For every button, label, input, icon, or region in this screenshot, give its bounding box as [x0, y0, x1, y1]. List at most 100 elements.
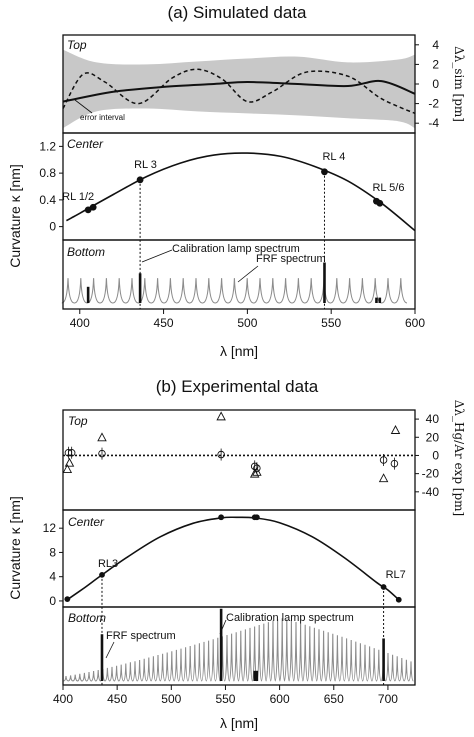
x-tick-label: 700 — [378, 692, 398, 706]
x-tick-label: 650 — [324, 692, 344, 706]
y-tick-label: -20 — [422, 467, 440, 481]
y-tick-label: 0 — [49, 594, 56, 608]
error-interval-label: error interval — [80, 113, 125, 122]
y-tick-label: 0.8 — [39, 166, 56, 180]
frf-pointer-b — [105, 641, 115, 659]
x-tick-label: 550 — [215, 692, 235, 706]
frf-spectrum-line — [63, 618, 414, 682]
circle-marker — [390, 459, 399, 468]
y-tick-label: -4 — [428, 116, 439, 130]
y-tick-label: 4 — [432, 38, 439, 52]
calibration-pointer-b — [219, 619, 227, 635]
y-tick-label: 40 — [426, 412, 440, 426]
x-tick-label: 450 — [154, 316, 174, 330]
chart-a-right-ylabel: Δλ_sim [pm] — [452, 46, 466, 122]
chart-a-bottom-panel: Bottom Calibration lamp spectrum FRF spe… — [61, 239, 416, 310]
chart-b-xlabel: λ [nm] — [220, 715, 258, 731]
x-tick-label: 600 — [270, 692, 290, 706]
circle-marker — [250, 462, 259, 471]
x-tick-label: 550 — [321, 316, 341, 330]
curve-dashed — [62, 68, 416, 115]
circle-marker — [67, 448, 76, 457]
triangle-marker — [62, 464, 73, 474]
chart-b-bottom-panel: Bottom FRF spectrum Calibration lamp spe… — [62, 606, 416, 686]
point-label: RL7 — [386, 569, 406, 581]
chart-b-ylabel: Curvature κ [nm] — [7, 496, 23, 599]
curvature-curve — [66, 152, 416, 232]
y-tick-label: 0.4 — [39, 193, 56, 207]
y-tick-label: 12 — [43, 521, 57, 535]
chart-b-center-panel: RL3 RL7 Center 0 4 8 12 — [43, 509, 416, 685]
panel-frame-bottom-a — [62, 239, 416, 310]
chart-a-ylabel: Curvature κ [nm] — [7, 164, 23, 267]
y-tick-label: 1.2 — [39, 139, 56, 153]
point-label: RL 5/6 — [372, 182, 404, 194]
data-point — [89, 203, 97, 211]
data-point — [395, 596, 402, 603]
point-label: RL 1/2 — [62, 191, 94, 203]
panel-label-bottom-a: Bottom — [67, 245, 105, 259]
panel-label-top-a: Top — [67, 38, 87, 52]
curvature-curve — [66, 516, 400, 601]
x-tick-label: 400 — [70, 316, 90, 330]
circle-marker — [98, 449, 106, 458]
circle-marker — [379, 456, 388, 464]
calibration-pointer-a — [141, 249, 173, 263]
chart-b-x-axis: 400 450 500 550 600 650 700 — [53, 685, 398, 706]
panel-frame-center-a — [62, 132, 416, 241]
panel-label-center-a: Center — [67, 137, 104, 151]
chart-a-title: (a) Simulated data — [168, 3, 307, 22]
panel-frame-top-b — [62, 409, 416, 511]
y-tick-label: -2 — [428, 97, 439, 111]
data-point — [218, 514, 225, 521]
triangle-marker — [378, 473, 389, 483]
curve-solid — [62, 79, 416, 103]
frf-label-b: FRF spectrum — [106, 630, 176, 642]
chart-a-x-axis: 400 450 500 550 600 — [70, 309, 425, 330]
y-tick-label: 0 — [432, 77, 439, 91]
chart-b-title: (b) Experimental data — [156, 377, 319, 396]
chart-a-top-panel: error interval Top -4 -2 0 2 4 Δλ_sim [pm] — [62, 34, 466, 134]
frf-spectrum-line — [61, 278, 408, 304]
triangle-marker — [390, 425, 401, 434]
panel-label-center-b: Center — [68, 515, 105, 529]
panel-label-top-b: Top — [68, 414, 88, 428]
data-point — [64, 596, 71, 603]
point-label: RL3 — [98, 558, 118, 570]
point-label: RL 3 — [134, 159, 157, 171]
data-point — [376, 199, 384, 207]
x-tick-label: 600 — [405, 316, 425, 330]
chart-b-top-panel: Top -40 -20 0 20 40 Δλ_Hg/Ar exp [pm] — [62, 400, 466, 516]
triangle-marker — [64, 457, 75, 467]
data-point — [84, 206, 92, 214]
chart-a-center-panel: RL 1/2 RL 3 RL 4 RL 5/6 Center 0 0.4 0.8 1.2 — [39, 132, 416, 309]
x-tick-label: 400 — [53, 692, 73, 706]
chart-a-xlabel: λ [nm] — [220, 343, 258, 359]
calibration-label-b: Calibration lamp spectrum — [226, 612, 354, 624]
y-tick-label: -40 — [422, 485, 440, 499]
triangle-marker — [216, 411, 226, 421]
chart-b-right-ylabel: Δλ_Hg/Ar exp [pm] — [452, 400, 466, 516]
calibration-label-a: Calibration lamp spectrum — [172, 243, 300, 255]
data-point — [253, 514, 260, 521]
error-interval-pointer — [74, 99, 93, 114]
circle-marker — [217, 450, 225, 459]
point-label: RL 4 — [322, 151, 345, 163]
triangle-marker — [97, 432, 107, 442]
y-tick-label: 8 — [49, 545, 56, 559]
x-tick-label: 500 — [237, 316, 257, 330]
y-tick-label: 20 — [426, 430, 440, 444]
frf-label-a: FRF spectrum — [256, 253, 326, 265]
circle-marker — [253, 464, 261, 472]
panel-frame-bottom-b — [62, 606, 416, 686]
panel-label-bottom-b: Bottom — [68, 611, 106, 625]
x-tick-label: 450 — [107, 692, 127, 706]
y-tick-label: 4 — [49, 570, 56, 584]
error-interval-band — [63, 49, 415, 129]
y-tick-label: 0 — [49, 220, 56, 234]
y-tick-label: 2 — [432, 57, 439, 71]
y-tick-label: 0 — [432, 448, 439, 462]
x-tick-label: 500 — [161, 692, 181, 706]
frf-pointer-a — [237, 265, 259, 283]
